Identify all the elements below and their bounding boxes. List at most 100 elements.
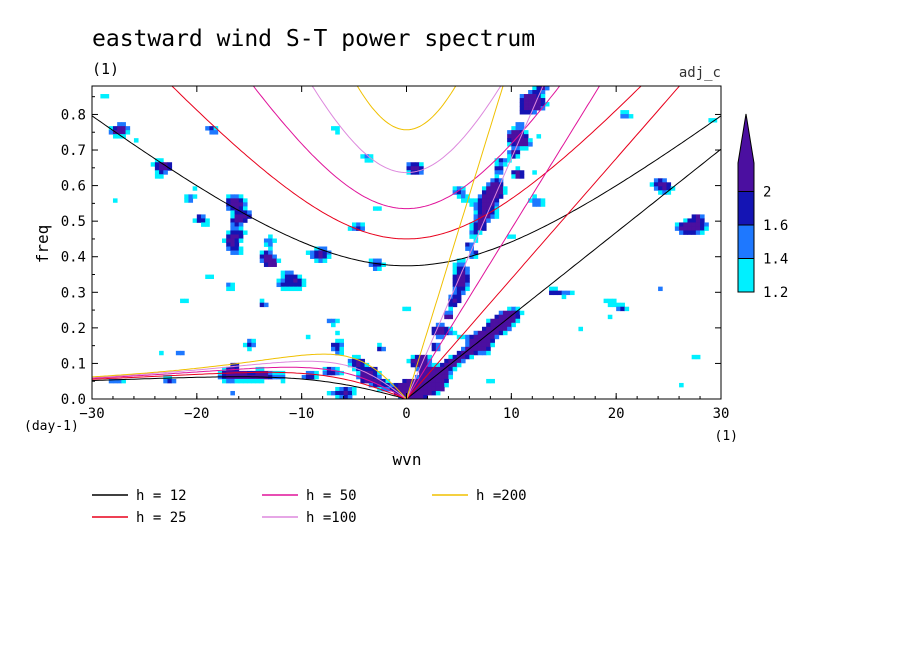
- contour-cell: [683, 222, 688, 227]
- contour-cell: [498, 158, 504, 163]
- contour-cell: [414, 162, 420, 167]
- contour-cell: [481, 206, 487, 211]
- contour-cell: [280, 278, 286, 284]
- contour-cell: [523, 138, 529, 143]
- contour-cell: [666, 182, 672, 187]
- contour-cell: [339, 390, 344, 396]
- contour-cell: [263, 250, 269, 255]
- contour-cell: [494, 202, 500, 207]
- contour-cell: [167, 378, 173, 384]
- contour-cell: [230, 286, 235, 292]
- contour-cell: [456, 294, 462, 300]
- contour-cell: [477, 230, 483, 235]
- contour-cell: [377, 378, 382, 384]
- contour-cell: [461, 358, 466, 364]
- contour-cell: [498, 310, 504, 316]
- contour-cell: [410, 378, 416, 384]
- contour-cell: [658, 182, 663, 187]
- contour-cell: [469, 222, 474, 227]
- contour-cell: [406, 386, 412, 392]
- contour-cell: [532, 110, 537, 115]
- contour-cell: [708, 118, 714, 123]
- contour-cell: [431, 378, 437, 384]
- contour-cell: [393, 386, 399, 392]
- contour-cell: [658, 286, 663, 292]
- contour-cell: [469, 346, 474, 352]
- contour-cell: [700, 222, 705, 227]
- contour-cell: [528, 138, 533, 143]
- contour-cell: [536, 134, 542, 139]
- contour-cell: [448, 358, 454, 364]
- contour-cell: [234, 362, 240, 368]
- contour-cell: [523, 106, 529, 111]
- contour-cell: [498, 190, 504, 195]
- contour-cell: [440, 370, 445, 376]
- contour-cell: [456, 362, 462, 368]
- contour-cell: [473, 254, 479, 259]
- contour-cell: [351, 366, 357, 372]
- contour-cell: [540, 86, 546, 91]
- contour-cell: [381, 346, 386, 352]
- contour-cell: [431, 382, 437, 388]
- contour-cell: [461, 334, 466, 340]
- contour-cell: [347, 386, 353, 392]
- contour-cell: [456, 190, 462, 195]
- contour-cell: [133, 138, 139, 143]
- contour-cell: [117, 122, 122, 127]
- contour-cell: [238, 194, 244, 199]
- contour-cell: [360, 358, 365, 364]
- contour-cell: [461, 286, 466, 292]
- contour-cell: [419, 354, 424, 360]
- contour-cell: [259, 254, 265, 259]
- contour-cell: [364, 154, 370, 159]
- contour-cell: [234, 210, 240, 215]
- contour-cell: [515, 126, 521, 131]
- y-tick-label: 0.2: [61, 321, 86, 337]
- contour-cell: [272, 262, 277, 267]
- contour-cell: [427, 374, 433, 380]
- contour-cell: [452, 298, 458, 304]
- contour-cell: [360, 366, 365, 372]
- contour-cell: [465, 346, 470, 352]
- contour-cell: [192, 194, 198, 199]
- contour-cell: [502, 158, 508, 163]
- contour-cell: [402, 390, 407, 396]
- contour-cell: [263, 238, 269, 243]
- contour-cell: [377, 374, 382, 380]
- contour-cell: [310, 254, 315, 259]
- contour-cell: [536, 90, 542, 95]
- contour-cell: [121, 126, 126, 131]
- contour-cell: [427, 370, 433, 376]
- contour-cell: [268, 242, 273, 247]
- contour-cell: [125, 130, 131, 135]
- contour-cell: [117, 126, 122, 131]
- dispersion-curve-kelvin-h50: [406, 86, 601, 399]
- contour-cell: [268, 258, 273, 263]
- contour-cell: [490, 342, 495, 348]
- contour-cell: [268, 254, 273, 259]
- contour-cell: [154, 170, 160, 175]
- contour-cell: [452, 274, 458, 280]
- contour-cell: [234, 378, 240, 384]
- dispersion-curve-gravity-h12: [92, 115, 721, 267]
- contour-cell: [477, 222, 483, 227]
- contour-cell: [494, 334, 500, 340]
- contour-cell: [481, 194, 487, 199]
- contour-cell: [427, 362, 433, 368]
- contour-cell: [679, 226, 684, 231]
- contour-cell: [419, 358, 424, 364]
- contour-cell: [465, 282, 470, 288]
- contour-cell: [511, 142, 516, 147]
- contour-cell: [465, 266, 470, 271]
- contour-cell: [356, 222, 361, 227]
- legend-label: h = 12: [136, 488, 187, 504]
- contour-cell: [351, 226, 357, 231]
- contour-cell: [540, 106, 546, 111]
- contour-cell: [456, 282, 462, 288]
- contour-cell: [666, 186, 672, 191]
- contour-cell: [335, 394, 340, 399]
- y-tick-label: 0.8: [61, 107, 86, 123]
- contour-cell: [456, 186, 462, 191]
- contour-cell: [238, 218, 244, 223]
- x-axis: −30 −20 −10 0 10 20 30: [79, 86, 729, 422]
